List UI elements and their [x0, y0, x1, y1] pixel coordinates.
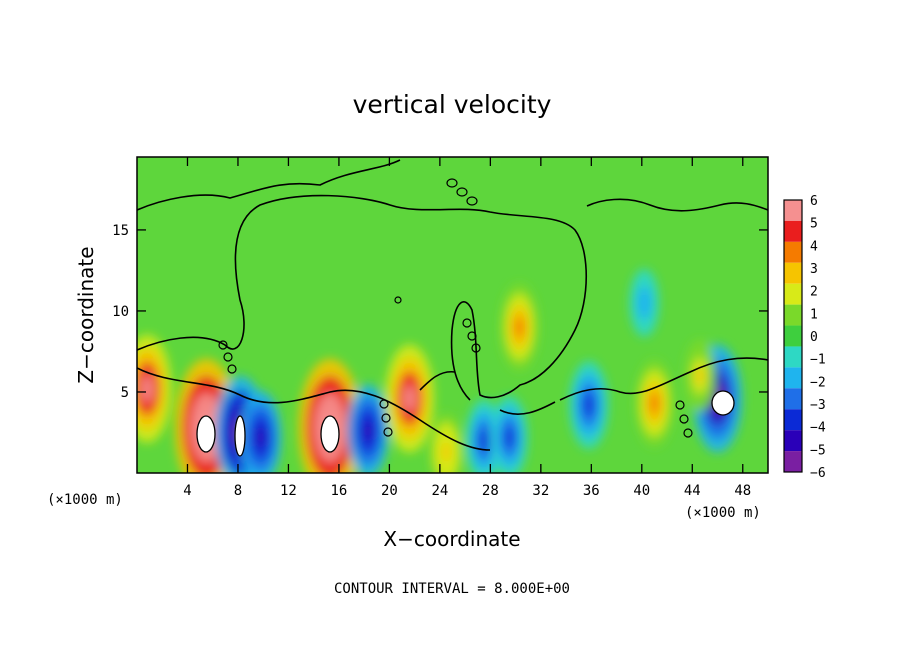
x-tick-label-7: 32: [532, 483, 549, 499]
colorbar-tick-7: −1: [810, 353, 826, 368]
colorbar-tick-11: −5: [810, 443, 826, 458]
x-tick-label-0: 4: [183, 483, 191, 499]
x-tick-label-2: 12: [280, 483, 297, 499]
x-tick-label-8: 36: [583, 483, 600, 499]
x-unit-label-right: (×1000 m): [685, 505, 761, 521]
colorbar-tick-9: −3: [810, 398, 826, 413]
plot-area: [137, 157, 768, 473]
feature-14-layer-3: [640, 294, 649, 312]
colorbar-tick-8: −2: [810, 375, 826, 390]
colorbar-tick-10: −4: [810, 421, 826, 436]
x-tick-label-1: 8: [234, 483, 242, 499]
colorbar-segment-2: [784, 241, 802, 263]
y-tick-label-1: 10: [112, 304, 129, 320]
y-tick-label-0: 5: [121, 385, 129, 401]
feature-9-layer-3: [504, 426, 514, 448]
feature-6-layer-3: [403, 384, 416, 412]
x-tick-label-11: 48: [734, 483, 751, 499]
colorbar-segment-9: [784, 388, 802, 410]
colorbar-tick-0: 6: [810, 194, 818, 209]
x-tick-label-3: 16: [330, 483, 347, 499]
feature-15-layer-3: [695, 366, 704, 385]
feature-12-layer-3: [649, 392, 660, 415]
contour-interval-note: CONTOUR INTERVAL = 8.000E+00: [334, 581, 570, 597]
y-axis-ticks: 5 10 15: [112, 223, 768, 401]
colorbar-segment-0: [784, 200, 802, 221]
x-axis-ticks: 4 8 12 16 20 24 28 32 36 40 44 48: [183, 157, 751, 499]
colorbar-segment-3: [784, 262, 802, 284]
colorbar-segment-1: [784, 220, 802, 242]
closed-contours: [196, 390, 735, 457]
x-unit-label-left: (×1000 m): [47, 492, 123, 508]
x-tick-label-9: 40: [633, 483, 650, 499]
feature-0-layer-3: [140, 375, 154, 403]
feature-10-layer-3: [514, 316, 525, 339]
colorbar-tick-12: −6: [810, 466, 826, 481]
colorbar-segment-6: [784, 325, 802, 347]
feature-3-layer-3: [255, 425, 266, 449]
colorbar-tick-1: 5: [810, 217, 818, 232]
plot-frame: [136, 156, 769, 474]
colorbar-tick-2: 4: [810, 239, 818, 254]
colorbar-ticks: 6 5 4 3 2 1 0 −1 −2 −3 −4 −5 −6: [810, 194, 826, 481]
x-tick-label-5: 24: [431, 483, 448, 499]
colorbar-segment-4: [784, 283, 802, 305]
x-tick-label-6: 28: [482, 483, 499, 499]
colorbar-segment-7: [784, 346, 802, 368]
colorbar-segment-5: [784, 304, 802, 326]
x-tick-label-10: 44: [684, 483, 701, 499]
colorbar-tick-6: 0: [810, 330, 818, 345]
feature-8-layer-3: [479, 430, 489, 451]
small-contour-rings: [218, 178, 693, 438]
colorbar-segment-12: [784, 451, 802, 472]
feature-7-layer-3: [441, 442, 451, 462]
colorbar: [783, 199, 803, 473]
x-axis-label: X−coordinate: [383, 527, 520, 551]
colorbar-segment-11: [784, 430, 802, 452]
colorbar-tick-4: 2: [810, 285, 818, 300]
colorbar-frame: [783, 199, 803, 473]
feature-5-layer-3: [362, 419, 374, 443]
contour-lines: [137, 159, 768, 451]
colorbar-segment-10: [784, 409, 802, 431]
y-axis-label: Z−coordinate: [74, 246, 98, 383]
colorbar-tick-5: 1: [810, 307, 818, 322]
colorbar-tick-3: 3: [810, 262, 818, 277]
colorbar-segment-8: [784, 367, 802, 389]
chart-title: vertical velocity: [353, 90, 552, 119]
feature-11-layer-3: [583, 393, 594, 416]
y-tick-label-2: 15: [112, 223, 129, 239]
x-tick-label-4: 20: [381, 483, 398, 499]
